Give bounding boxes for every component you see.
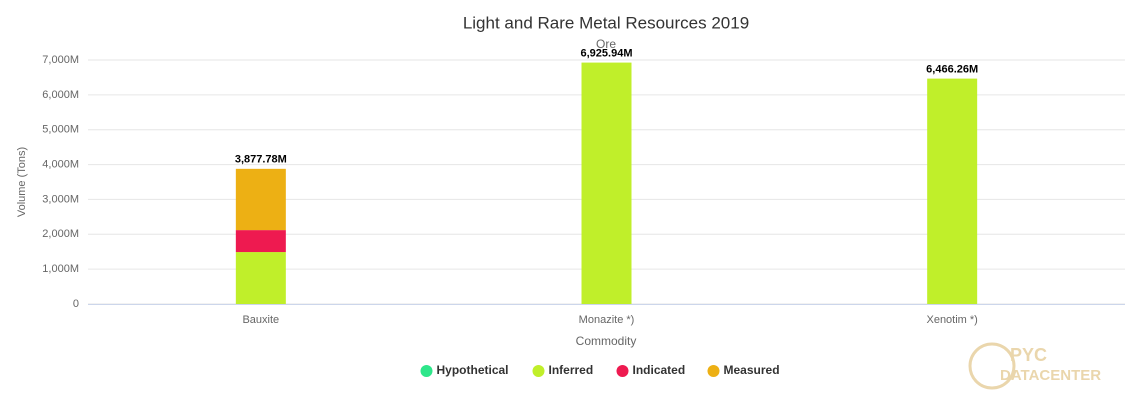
stack-label: 6,925.94M <box>581 47 633 59</box>
legend: Hypothetical Inferred Indicated Measured <box>420 363 780 377</box>
bar-segment <box>235 230 286 253</box>
x-tick-label: Xenotim *) <box>926 314 977 326</box>
bar-segment <box>927 78 978 305</box>
bar-segment <box>581 62 632 305</box>
chart-subtitle: Ore <box>596 37 616 51</box>
y-tick-label: 2,000M <box>42 228 79 240</box>
watermark: PYC DATACENTER <box>968 342 1101 390</box>
y-tick-label: 4,000M <box>42 158 79 170</box>
bar-segment <box>235 252 286 304</box>
y-tick-label: 0 <box>73 298 79 310</box>
y-tick-label: 6,000M <box>42 89 79 101</box>
legend-label: Inferred <box>549 363 594 377</box>
logo-text: PYC <box>1010 345 1047 365</box>
legend-swatch <box>420 365 433 377</box>
legend-swatch <box>532 365 545 377</box>
logo-mark <box>968 342 1016 390</box>
y-tick-label: 7,000M <box>42 54 79 66</box>
stack-label: 3,877.78M <box>235 154 287 166</box>
legend-label: Measured <box>724 363 780 377</box>
bar-segment <box>235 168 286 231</box>
logo-text: DATACENTER <box>1000 367 1101 384</box>
x-axis-label: Commodity <box>576 334 637 348</box>
y-tick-label: 1,000M <box>42 263 79 275</box>
chart-title: Light and Rare Metal Resources 2019 <box>463 13 749 32</box>
y-tick-label: 3,000M <box>42 193 79 205</box>
y-tick-label: 5,000M <box>42 124 79 136</box>
x-tick-label: Bauxite <box>242 314 279 326</box>
legend-swatch <box>707 365 720 377</box>
stack-label: 6,466.26M <box>926 64 978 76</box>
legend-swatch <box>616 365 629 377</box>
y-axis-label: Volume (Tons) <box>16 147 28 217</box>
legend-label: Indicated <box>633 363 686 377</box>
x-tick-label: Monazite *) <box>579 314 635 326</box>
legend-label: Hypothetical <box>437 363 509 377</box>
